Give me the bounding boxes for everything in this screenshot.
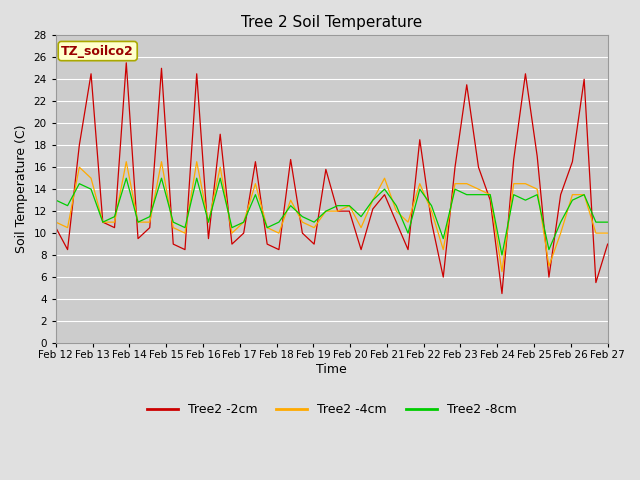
X-axis label: Time: Time — [316, 363, 347, 376]
Legend: Tree2 -2cm, Tree2 -4cm, Tree2 -8cm: Tree2 -2cm, Tree2 -4cm, Tree2 -8cm — [141, 398, 522, 421]
Title: Tree 2 Soil Temperature: Tree 2 Soil Temperature — [241, 15, 422, 30]
Text: TZ_soilco2: TZ_soilco2 — [61, 45, 134, 58]
Y-axis label: Soil Temperature (C): Soil Temperature (C) — [15, 125, 28, 253]
